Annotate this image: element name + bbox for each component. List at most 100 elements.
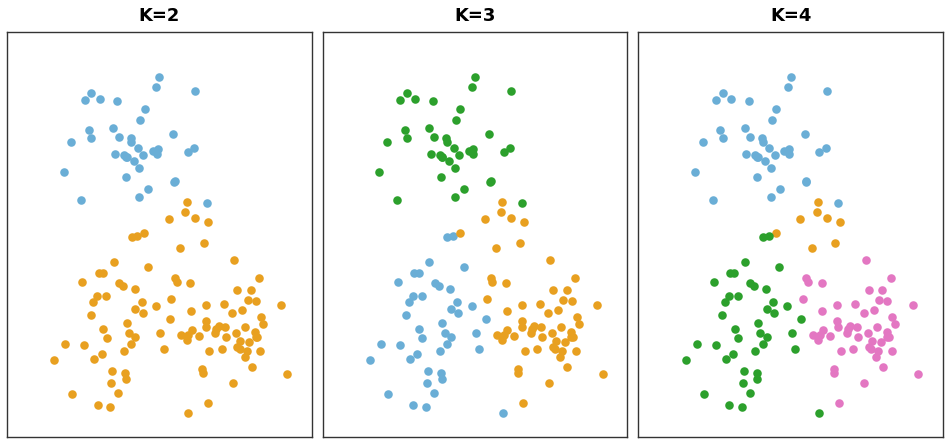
Point [227,257,242,264]
Point [148,83,163,91]
Point [110,389,125,396]
Point [447,194,463,201]
Point [421,368,436,375]
Point [748,152,763,159]
Point [199,301,214,309]
Point [769,105,784,112]
Point [504,215,519,222]
Point [124,341,139,348]
Point [735,380,751,387]
Point [137,229,152,236]
Point [514,324,529,331]
Point [762,145,777,152]
Point [843,322,858,329]
Title: K=2: K=2 [139,7,180,25]
Point [91,269,106,276]
Point [780,83,795,91]
Point [214,345,229,353]
Point [873,338,888,345]
Point [504,88,519,95]
Point [83,312,98,319]
Point [166,178,181,185]
Point [544,330,560,337]
Point [104,380,119,387]
Point [124,135,139,142]
Point [524,325,540,333]
Point [106,258,122,265]
Point [783,73,798,80]
Point [468,329,484,337]
Point [432,152,447,159]
Point [750,153,766,160]
Point [826,365,842,373]
Point [218,324,233,331]
Point [534,333,549,341]
Point [243,286,258,293]
Point [84,134,99,141]
Point [419,404,434,411]
Point [153,329,168,337]
Point [232,345,247,352]
Point [419,380,434,387]
Point [706,278,721,285]
Point [558,338,573,345]
Point [95,270,110,277]
Point [239,348,255,355]
Point [568,347,583,354]
Point [755,341,770,348]
Point [761,232,776,239]
Point [727,270,742,277]
Point [759,333,774,341]
Point [563,333,579,341]
Point [479,296,494,303]
Point [728,325,743,332]
Point [556,297,571,304]
Point [400,90,415,97]
Point [199,324,214,331]
Point [548,337,563,344]
Point [810,337,826,344]
Point [200,399,216,406]
Point [141,264,156,271]
Point [875,286,890,293]
Point [748,347,763,354]
Title: K=3: K=3 [454,7,496,25]
Point [402,355,417,362]
Point [442,158,457,165]
Point [493,208,508,215]
Point [839,329,854,337]
Point [595,371,610,378]
Point [464,302,479,309]
Point [880,333,895,341]
Point [200,218,216,225]
Point [514,317,529,325]
Point [858,257,873,264]
Point [136,151,151,158]
Point [379,139,394,146]
Point [753,329,769,336]
Point [553,323,568,330]
Point [831,399,846,406]
Point [884,313,900,321]
Point [731,293,746,300]
Point [456,264,471,271]
Point [447,165,463,172]
Point [830,324,846,331]
Point [197,240,212,247]
Point [861,330,876,337]
Point [781,151,796,158]
Point [555,348,570,355]
Point [432,347,447,354]
Point [495,198,510,206]
Point [715,134,731,141]
Point [115,282,130,289]
Point [871,297,886,304]
Point [77,96,92,103]
Point [696,390,712,397]
Point [250,333,265,341]
Point [870,348,885,355]
Point [743,134,758,141]
Point [182,280,198,287]
Point [150,146,165,153]
Point [814,280,829,287]
